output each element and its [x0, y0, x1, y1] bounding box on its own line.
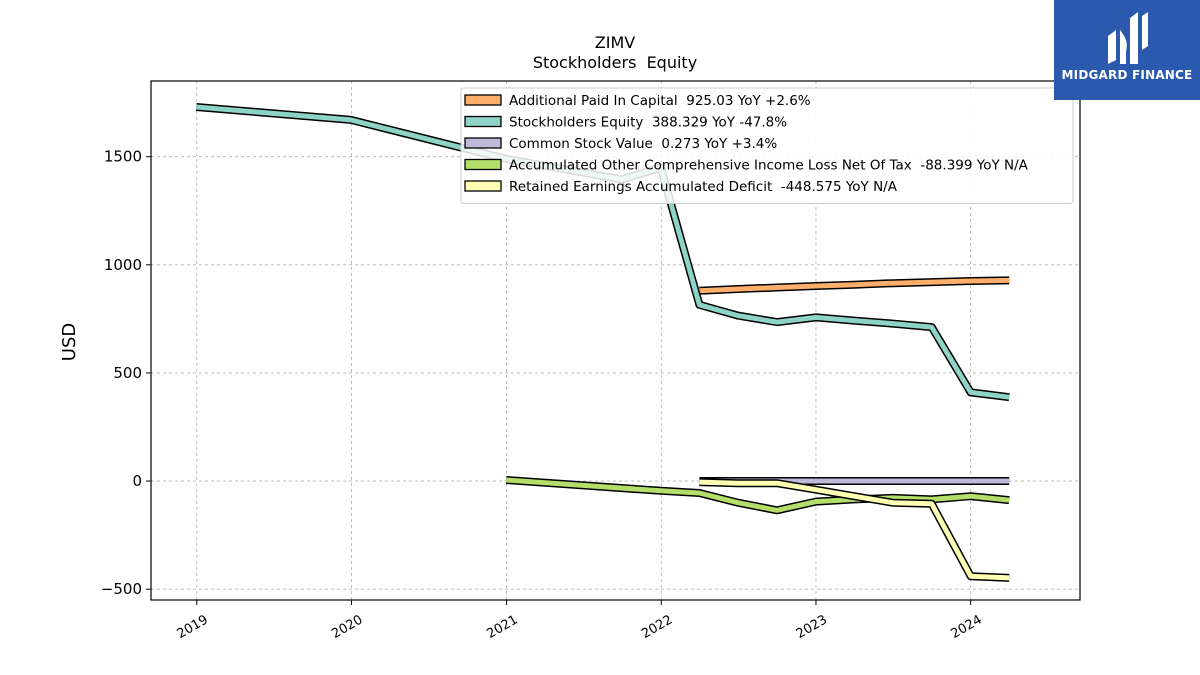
legend: Additional Paid In Capital 925.03 YoY +2… [460, 87, 1074, 204]
y-tick-label: −500 [101, 580, 142, 598]
legend-label: Common Stock Value 0.273 YoY +3.4% [509, 136, 777, 152]
x-tick-label: 2021 [484, 612, 520, 642]
legend-swatch [464, 137, 502, 149]
plot-frame [150, 80, 1081, 601]
series-line [506, 477, 1010, 513]
x-tick-label: 2024 [948, 612, 984, 642]
midgard-logo-icon [1108, 12, 1148, 64]
legend-label: Retained Earnings Accumulated Deficit -4… [509, 179, 898, 195]
x-tick-label: 2023 [794, 612, 830, 642]
x-tick-label: 2020 [329, 612, 365, 642]
series-line [699, 277, 1010, 294]
legend-entry: Retained Earnings Accumulated Deficit -4… [464, 179, 898, 195]
y-tick-label: 1000 [104, 256, 142, 274]
legend-entry: Common Stock Value 0.273 YoY +3.4% [464, 136, 777, 152]
legend-entry: Additional Paid In Capital 925.03 YoY +2… [464, 93, 811, 109]
y-tick-label: 1500 [104, 148, 142, 166]
legend-swatch [464, 115, 502, 128]
legend-frame [460, 87, 1074, 204]
y-tick-label: 500 [113, 364, 142, 382]
x-tick-label: 2019 [175, 612, 211, 642]
legend-swatch [464, 94, 502, 106]
legend-label: Additional Paid In Capital 925.03 YoY +2… [509, 93, 811, 109]
series-line [699, 479, 1010, 581]
series-3 [505, 476, 1010, 515]
legend-label: Stockholders Equity 388.329 YoY -47.8% [509, 115, 787, 131]
watermark-logo: MIDGARD FINANCE [1054, 0, 1200, 100]
ticks-layer: −500 0 500 1000 1500 2019 2020 2021 2022 2023 2024 [101, 148, 985, 642]
x-tick-label: 2022 [639, 612, 675, 642]
chart-subtitle: Stockholders Equity [533, 53, 697, 72]
chart-title: ZIMV [595, 33, 635, 52]
y-axis-label: USD [59, 323, 80, 361]
series-0 [699, 276, 1010, 295]
legend-label: Accumulated Other Comprehensive Income L… [509, 158, 1029, 174]
legend-entry: Stockholders Equity 388.329 YoY -47.8% [464, 115, 787, 131]
legend-swatch [464, 180, 502, 192]
y-tick-label: 0 [132, 472, 142, 490]
series-4 [699, 478, 1010, 582]
legend-swatch [464, 158, 502, 171]
legend-entry: Accumulated Other Comprehensive Income L… [464, 158, 1029, 174]
watermark-brand: MIDGARD FINANCE [1061, 68, 1193, 82]
